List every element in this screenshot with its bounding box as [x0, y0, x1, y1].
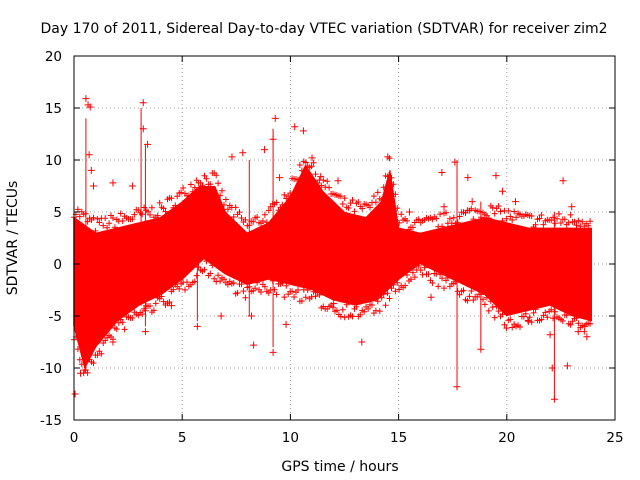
- data-point: [358, 338, 366, 346]
- data-point: [524, 317, 532, 325]
- data-point: [247, 312, 255, 320]
- chart-title: Day 170 of 2011, Sidereal Day-to-day VTE…: [41, 21, 608, 37]
- data-point: [167, 302, 175, 310]
- data-point: [139, 125, 147, 133]
- data-point: [193, 322, 201, 330]
- data-point: [139, 99, 147, 107]
- data-point: [468, 198, 476, 206]
- data-point: [228, 153, 236, 161]
- data-point: [464, 174, 472, 182]
- plot-frame: [73, 55, 616, 421]
- data-point: [581, 322, 589, 330]
- data-point: [271, 114, 279, 122]
- y-tick-label: -10: [40, 361, 62, 377]
- data-point: [109, 338, 117, 346]
- data-point: [239, 149, 247, 157]
- y-axis-label: SDTVAR / TECUs: [5, 181, 21, 296]
- data-point: [330, 300, 338, 308]
- data-point: [568, 203, 576, 211]
- data-point: [583, 333, 591, 341]
- data-point: [574, 328, 582, 336]
- data-point: [548, 364, 556, 372]
- y-tick-label: -15: [40, 413, 62, 429]
- data-point: [453, 383, 461, 391]
- y-tick-label: -5: [49, 309, 62, 325]
- data-point: [438, 168, 446, 176]
- x-tick-label: 10: [282, 430, 299, 446]
- data-point: [85, 151, 93, 159]
- data-point: [276, 174, 284, 182]
- y-tick-label: 10: [45, 153, 62, 169]
- ticks: 0 5 10 15 20 25 -15 -10 -5 0 5 10 15 20: [40, 49, 624, 446]
- data-point: [217, 312, 225, 320]
- data-point: [269, 348, 277, 356]
- x-tick-label: 5: [178, 430, 187, 446]
- data-point: [559, 177, 567, 185]
- data-point: [563, 362, 571, 370]
- data-point: [317, 173, 325, 181]
- data-point: [427, 293, 435, 301]
- grid: [74, 56, 615, 420]
- x-tick-label: 0: [70, 430, 79, 446]
- x-tick-label: 15: [390, 430, 407, 446]
- data-point: [250, 341, 258, 349]
- data-point: [498, 187, 506, 195]
- data-point: [299, 127, 307, 135]
- data-point: [260, 146, 268, 154]
- data-point: [451, 158, 459, 166]
- data-point: [144, 140, 152, 148]
- data-point: [89, 182, 97, 190]
- data-point: [86, 103, 94, 111]
- data-point: [141, 328, 149, 336]
- data-point: [269, 135, 277, 143]
- y-tick-label: 0: [53, 257, 62, 273]
- data-point: [291, 123, 299, 131]
- y-tick-label: 5: [53, 205, 62, 221]
- data-point: [334, 177, 342, 185]
- data-point: [87, 166, 95, 174]
- data-point: [550, 395, 558, 403]
- data-point: [128, 182, 136, 190]
- data-point: [71, 390, 79, 398]
- data-point: [308, 154, 316, 162]
- data-layer: [71, 95, 594, 403]
- y-tick-label: 20: [45, 49, 62, 65]
- data-point: [511, 198, 519, 206]
- x-tick-label: 20: [498, 430, 515, 446]
- data-point: [492, 172, 500, 180]
- data-point: [141, 307, 149, 315]
- x-axis-label: GPS time / hours: [281, 459, 398, 475]
- data-point: [81, 366, 89, 374]
- data-point: [82, 95, 90, 103]
- data-point: [76, 369, 84, 377]
- x-tick-label: 25: [606, 430, 623, 446]
- data-point: [440, 203, 448, 211]
- data-point: [282, 320, 290, 328]
- y-tick-label: 15: [45, 101, 62, 117]
- data-point: [384, 153, 392, 161]
- data-point: [109, 179, 117, 187]
- data-point: [477, 345, 485, 353]
- data-point: [546, 331, 554, 339]
- data-point: [405, 208, 413, 216]
